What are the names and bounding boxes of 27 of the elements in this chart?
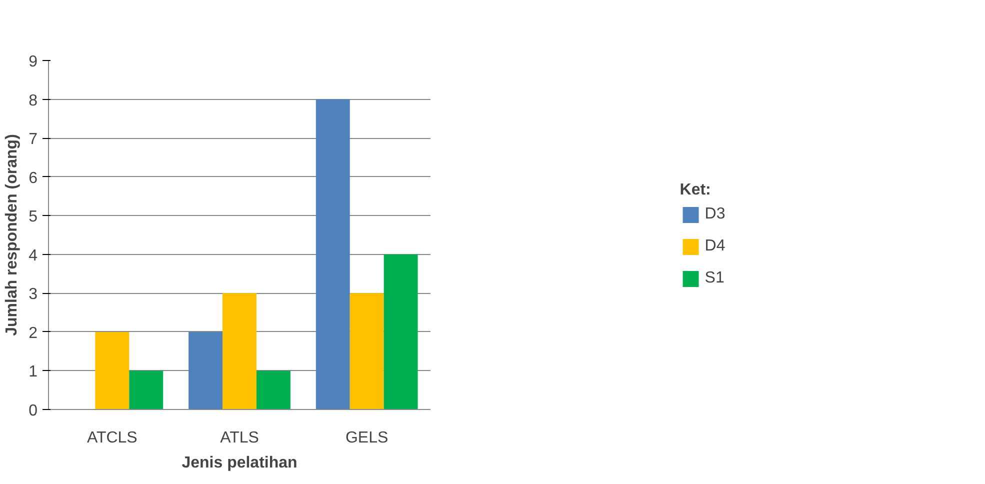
bar	[95, 332, 130, 410]
bar	[222, 293, 256, 410]
legend-label: S1	[704, 269, 725, 287]
y-axis-title: Jumlah responden (orang)	[4, 134, 21, 336]
legend-title: Ket:	[680, 181, 712, 199]
legend-label: D3	[704, 205, 726, 223]
bar	[256, 370, 290, 410]
bar	[384, 254, 418, 410]
bar	[350, 293, 384, 410]
y-tick-label: 8	[28, 92, 38, 110]
x-tick-label: ATLS	[220, 430, 259, 446]
y-tick-label: 6	[28, 170, 38, 187]
y-tick-label: 4	[28, 247, 38, 264]
legend-label: D4	[704, 237, 726, 255]
y-tick-label: 2	[28, 324, 38, 342]
y-tick-label: 3	[28, 286, 38, 304]
bar	[129, 370, 164, 410]
y-tick-label: 0	[28, 402, 38, 420]
y-tick-label: 5	[28, 208, 38, 226]
bar	[316, 99, 350, 410]
x-tick-label: GELS	[345, 430, 388, 446]
y-tick-label: 9	[28, 54, 38, 70]
x-tick-label: ATCLS	[86, 430, 138, 446]
x-axis-title: Jenis pelatihan	[182, 454, 298, 472]
bar	[188, 332, 223, 410]
y-tick-label: 1	[28, 364, 38, 381]
y-tick-label: 7	[28, 131, 38, 148]
